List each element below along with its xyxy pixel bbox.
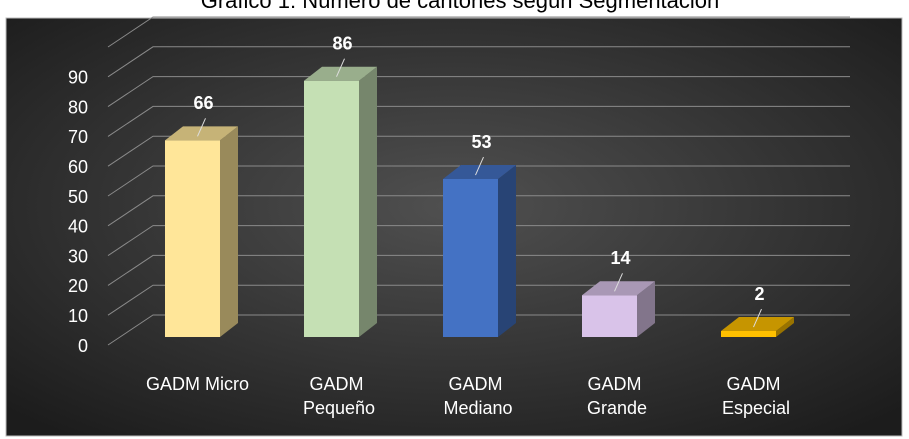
bar-face [165, 140, 220, 337]
data-label: 2 [754, 284, 764, 304]
leader-line [614, 273, 623, 292]
bar-face [721, 317, 794, 332]
leader-line [336, 58, 345, 77]
bar-face [220, 126, 238, 337]
leader-line [197, 118, 206, 137]
x-tick-label: GADM Especial [717, 374, 790, 418]
y-tick-label: 90 [68, 68, 88, 88]
bar-face [443, 165, 516, 180]
bar [304, 66, 377, 337]
data-label: 86 [332, 33, 352, 53]
leader-line [475, 156, 484, 176]
grid-line [107, 195, 850, 227]
bar-face [637, 281, 655, 337]
grid-line [107, 76, 850, 108]
bar [165, 126, 238, 337]
bar [721, 317, 794, 337]
data-label: 53 [471, 132, 491, 152]
bar-face [304, 80, 359, 337]
grid-line [107, 105, 850, 137]
y-tick-label: 60 [68, 157, 88, 177]
y-tick-label: 10 [68, 306, 88, 326]
chart-title: Gráfico 1: Número de cantones según Segm… [201, 0, 720, 13]
grid-line [107, 135, 850, 167]
bar-face [582, 281, 655, 296]
y-tick-label: 30 [68, 246, 88, 266]
grid-line [107, 254, 850, 286]
grid-line [107, 46, 850, 78]
y-tick-label: 50 [68, 187, 88, 207]
data-label: 66 [193, 93, 213, 113]
bar-face [304, 66, 377, 81]
leader-line [753, 308, 762, 328]
y-tick-label: 0 [78, 336, 88, 356]
bar-face [582, 295, 637, 337]
bar-face [165, 126, 238, 141]
grid-frame [107, 16, 850, 48]
y-tick-label: 80 [68, 97, 88, 117]
x-tick-label: GADM Mediano [438, 374, 512, 418]
bar-face [776, 317, 794, 337]
bar-face [443, 179, 498, 337]
y-tick-label: 70 [68, 127, 88, 147]
bar [443, 165, 516, 337]
grid-line [107, 225, 850, 257]
x-tick-label: GADM Grande [582, 374, 647, 418]
x-tick-label: GADM Pequeño [298, 374, 375, 418]
grid-line [107, 165, 850, 197]
data-label: 14 [610, 248, 630, 268]
bar-face [359, 66, 377, 337]
y-tick-label: 20 [68, 276, 88, 296]
bar [582, 281, 655, 337]
y-tick-label: 40 [68, 217, 88, 237]
bar-face [498, 165, 516, 337]
bar-face [721, 331, 776, 337]
x-tick-label: GADM Micro [146, 374, 249, 394]
